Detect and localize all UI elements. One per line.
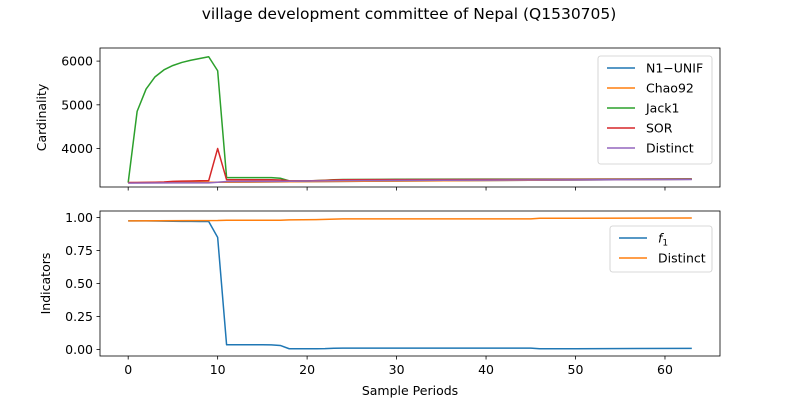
x-tick-label: 30	[389, 362, 405, 377]
y-tick-label: 1.00	[65, 210, 93, 225]
x-tick-label: 50	[568, 362, 584, 377]
x-tick-label: 60	[657, 362, 673, 377]
legend-label: SOR	[646, 121, 673, 136]
y-tick-label: 4000	[61, 141, 93, 156]
y-tick-label: 0.75	[65, 243, 93, 258]
y-tick-label: 0.50	[65, 276, 93, 291]
y-tick-label: 0.00	[65, 342, 93, 357]
figure-title: village development committee of Nepal (…	[202, 5, 617, 23]
legend-box	[597, 55, 713, 165]
x-tick-label: 10	[210, 362, 226, 377]
legend-label: Distinct	[646, 141, 694, 156]
legend-label: Distinct	[658, 251, 706, 266]
legend-label: Chao92	[646, 81, 694, 96]
x-tick-label: 0	[124, 362, 132, 377]
x-tick-label: 20	[299, 362, 315, 377]
series-line-2-1	[128, 220, 692, 350]
y-tick-label: 6000	[61, 54, 93, 69]
series-line-1-5	[128, 178, 692, 184]
x-axis-label: Sample Periods	[362, 383, 458, 398]
series-line-1-4	[128, 147, 692, 184]
y-tick-label: 0.25	[65, 309, 93, 324]
panel-2: 0 10 20 30 40 50 60 0.00 0.25 0.50 0.75 1.00 Indicat…	[38, 210, 721, 398]
y-tick-label: 5000	[61, 97, 93, 112]
axes-frame	[99, 47, 721, 188]
legend: N1−UNIF Chao92 Jack1 SOR Distinct	[597, 55, 713, 165]
legend-label: f1	[658, 231, 668, 249]
y-axis-label: Indicators	[38, 253, 53, 315]
panel-1: 4000 5000 6000 Cardinality N1−UNIF Chao92 Jack…	[34, 47, 721, 191]
x-tick-label: 40	[478, 362, 494, 377]
chart-panels: 4000 5000 6000 Cardinality N1−UNIF Chao92 Jack…	[34, 47, 721, 398]
legend-label: N1−UNIF	[646, 61, 703, 76]
series-line-2-2	[128, 217, 692, 222]
legend: f1 Distinct	[609, 225, 713, 273]
legend-label: Jack1	[645, 101, 679, 116]
y-axis-label: Cardinality	[34, 83, 49, 151]
